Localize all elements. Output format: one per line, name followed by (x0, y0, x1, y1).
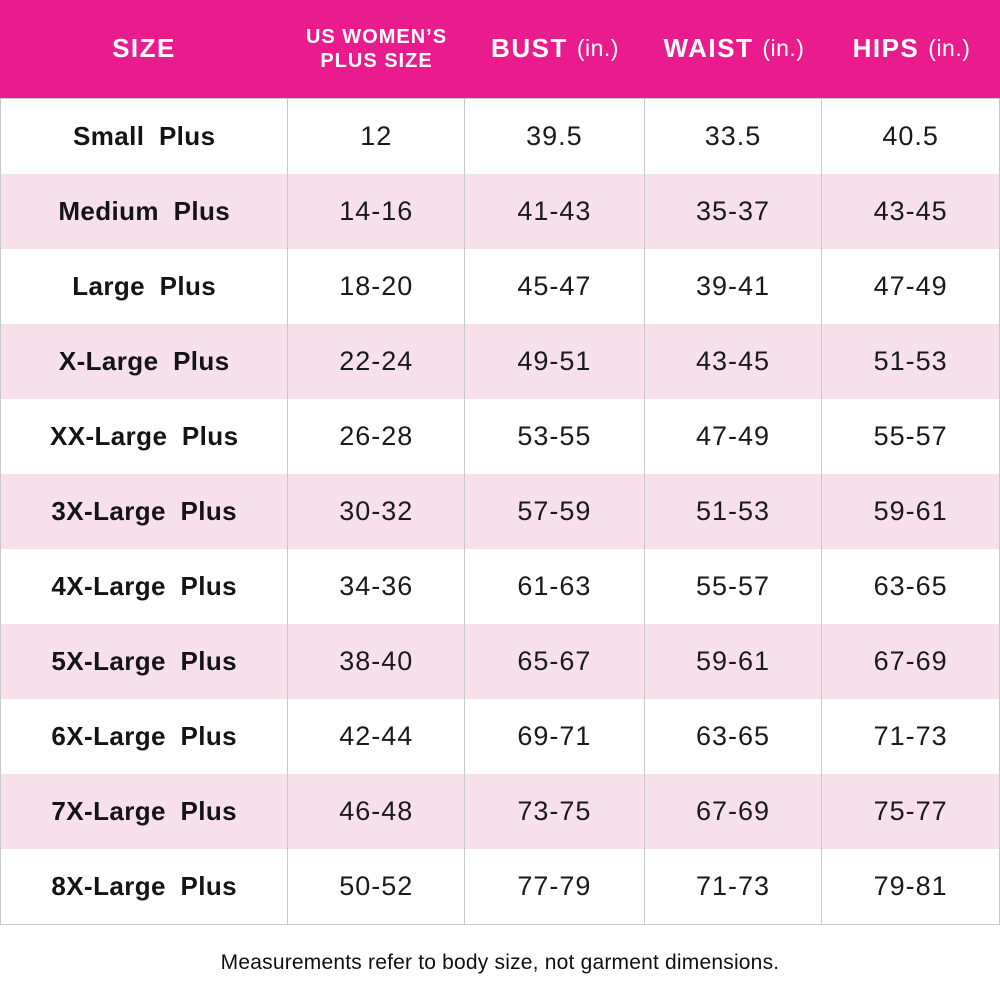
waist-value-cell: 67-69 (645, 774, 823, 849)
waist-value-cell: 33.5 (645, 99, 823, 174)
plus-size-value-cell: 46-48 (288, 774, 466, 849)
header-hips: HIPS (in.) (823, 0, 1000, 98)
size-label-cell: XX-Large Plus (1, 399, 289, 474)
table-row: 3X-Large Plus 30-32 57-59 51-53 59-61 (1, 474, 999, 549)
bust-value-cell: 39.5 (465, 99, 645, 174)
hips-value-cell: 63-65 (873, 571, 948, 601)
table-row: 8X-Large Plus 50-52 77-79 71-73 79-81 (1, 849, 999, 924)
header-bust-label: BUST (491, 33, 568, 64)
table-row: Small Plus 12 39.5 33.5 40.5 (1, 99, 999, 174)
plus-size-value-cell: 38-40 (288, 624, 466, 699)
table-row: 7X-Large Plus 46-48 73-75 67-69 75-77 (1, 774, 999, 849)
waist-value-cell: 51-53 (645, 474, 823, 549)
hips-value-cell: 51-53 (873, 346, 948, 376)
hips-value-cell: 71-73 (873, 721, 948, 751)
table-body: Small Plus 12 39.5 33.5 40.5 Medium Plus 14-16… (0, 98, 1000, 925)
plus-size-value-cell: 22-24 (288, 324, 466, 399)
header-hips-unit: (in.) (928, 35, 971, 62)
header-size: SIZE (0, 0, 288, 98)
bust-value-cell: 73-75 (465, 774, 645, 849)
size-label-cell: Large Plus (1, 249, 289, 324)
plus-size-value-cell: 14-16 (288, 174, 466, 249)
table-row: 6X-Large Plus 42-44 69-71 63-65 71-73 (1, 699, 999, 774)
footnote: Measurements refer to body size, not gar… (220, 951, 780, 974)
size-label-cell: 8X-Large Plus (1, 849, 289, 924)
plus-size-value-cell: 42-44 (288, 699, 466, 774)
hips-value-cell: 79-81 (873, 871, 948, 901)
bust-value-cell: 53-55 (465, 399, 645, 474)
bust-value-cell: 61-63 (465, 549, 645, 624)
hips-value-cell: 47-49 (873, 271, 948, 301)
waist-value-cell: 47-49 (645, 399, 823, 474)
header-plus-size-line2: PLUS SIZE (320, 50, 433, 72)
plus-size-value-cell: 34-36 (288, 549, 466, 624)
bust-value-cell: 65-67 (465, 624, 645, 699)
table-row: X-Large Plus 22-24 49-51 43-45 51-53 (1, 324, 999, 399)
header-size-label: SIZE (112, 33, 176, 64)
size-label-cell: 6X-Large Plus (1, 699, 289, 774)
header-us-womens-plus-size-label: US WOMEN’S PLUS SIZE (306, 25, 447, 73)
size-label-cell: Medium Plus (1, 174, 289, 249)
table-header-row: SIZE US WOMEN’S PLUS SIZE BUST (in.) WAI… (0, 0, 1000, 98)
hips-value-cell: 43-45 (873, 196, 948, 226)
bust-value-cell: 69-71 (465, 699, 645, 774)
waist-value-cell: 71-73 (645, 849, 823, 924)
size-label-cell: Small Plus (1, 99, 289, 174)
hips-value-cell: 59-61 (873, 496, 948, 526)
hips-value-cell: 75-77 (873, 796, 948, 826)
header-bust-unit: (in.) (576, 35, 619, 62)
waist-value-cell: 43-45 (645, 324, 823, 399)
header-waist: WAIST (in.) (645, 0, 823, 98)
bust-value-cell: 77-79 (465, 849, 645, 924)
plus-size-value-cell: 30-32 (288, 474, 466, 549)
bust-value-cell: 49-51 (465, 324, 645, 399)
size-label-cell: X-Large Plus (1, 324, 289, 399)
size-label-cell: 5X-Large Plus (1, 624, 289, 699)
bust-value-cell: 41-43 (465, 174, 645, 249)
table-row: XX-Large Plus 26-28 53-55 47-49 55-57 (1, 399, 999, 474)
header-bust: BUST (in.) (465, 0, 645, 98)
hips-value-cell: 55-57 (873, 421, 948, 451)
header-waist-label: WAIST (663, 33, 754, 64)
hips-value-cell: 40.5 (882, 121, 939, 151)
table-row: Large Plus 18-20 45-47 39-41 47-49 (1, 249, 999, 324)
plus-size-value-cell: 18-20 (288, 249, 466, 324)
table-row: 4X-Large Plus 34-36 61-63 55-57 63-65 (1, 549, 999, 624)
bust-value-cell: 45-47 (465, 249, 645, 324)
header-plus-size-line1: US WOMEN’S (305, 26, 448, 48)
waist-value-cell: 39-41 (645, 249, 823, 324)
plus-size-value-cell: 50-52 (288, 849, 466, 924)
waist-value-cell: 63-65 (645, 699, 823, 774)
waist-value-cell: 59-61 (645, 624, 823, 699)
size-label-cell: 7X-Large Plus (1, 774, 289, 849)
bust-value-cell: 57-59 (465, 474, 645, 549)
header-waist-unit: (in.) (762, 35, 805, 62)
size-label-cell: 3X-Large Plus (1, 474, 289, 549)
table-row: Medium Plus 14-16 41-43 35-37 43-45 (1, 174, 999, 249)
header-hips-label: HIPS (852, 33, 920, 64)
waist-value-cell: 35-37 (645, 174, 823, 249)
header-us-womens-plus-size: US WOMEN’S PLUS SIZE (288, 0, 465, 98)
plus-size-value-cell: 26-28 (288, 399, 466, 474)
hips-value-cell: 67-69 (873, 646, 948, 676)
waist-value-cell: 55-57 (645, 549, 823, 624)
table-row: 5X-Large Plus 38-40 65-67 59-61 67-69 (1, 624, 999, 699)
size-label-cell: 4X-Large Plus (1, 549, 289, 624)
plus-size-value-cell: 12 (288, 99, 466, 174)
